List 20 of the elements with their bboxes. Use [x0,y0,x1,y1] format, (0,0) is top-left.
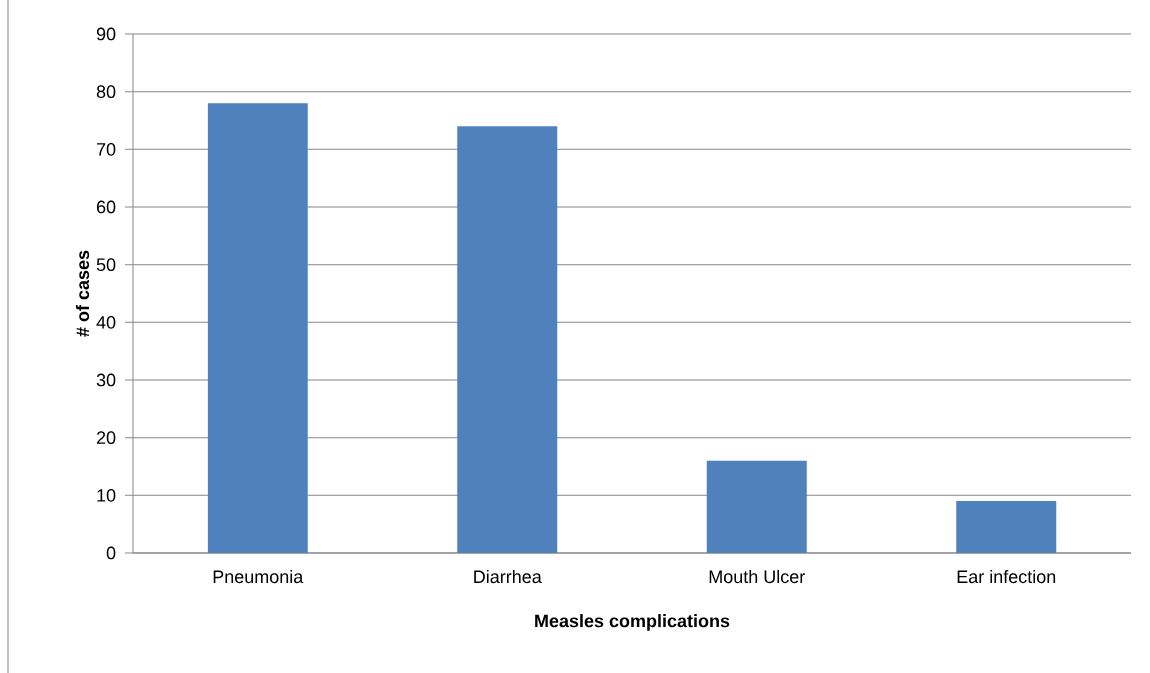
y-tick-label: 20 [96,431,116,445]
y-tick-label: 80 [96,85,116,99]
x-axis-title: Measles complications [535,614,730,631]
y-tick-label: 60 [96,200,116,214]
y-axis-title: # of cases [75,250,90,337]
y-tick-label: 90 [96,27,116,41]
y-tick-label: 0 [106,546,116,560]
bar [956,501,1057,553]
x-tick-label: Mouth Ulcer [709,569,805,584]
bar [706,460,807,553]
x-tick-label: Diarrhea [474,569,542,584]
x-tick-label: Pneumonia [213,569,304,584]
y-tick-label: 30 [96,373,116,387]
y-tick-label: 50 [96,258,116,272]
x-tick-label: Ear infection [957,569,1056,584]
bar [207,103,308,553]
y-tick-label: 70 [96,142,116,156]
y-tick-label: 10 [97,488,116,502]
bar [457,126,558,553]
y-tick-label: 40 [96,315,116,329]
